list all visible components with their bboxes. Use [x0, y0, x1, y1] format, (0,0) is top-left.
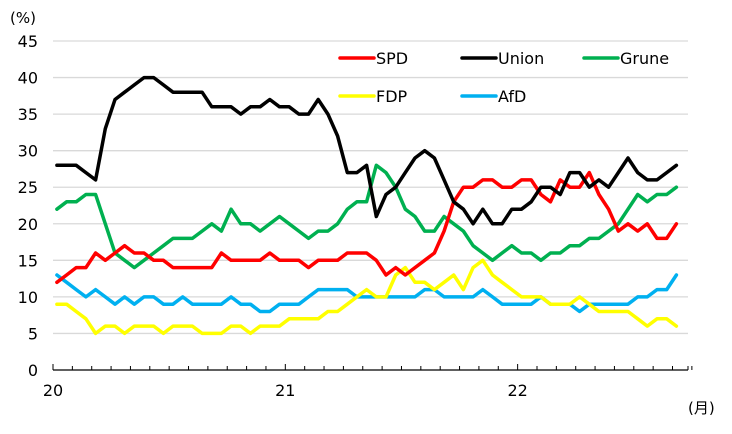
y-tick-label: 25: [18, 178, 38, 197]
y-tick-label: 35: [18, 105, 38, 124]
legend-label: SPD: [376, 49, 408, 68]
series-line-spd: [55, 170, 679, 285]
series-line-union: [55, 75, 679, 226]
y-tick-label: 20: [18, 215, 38, 234]
x-axis-unit-label: (月): [688, 399, 715, 417]
y-tick-label: 15: [18, 251, 38, 270]
legend: SPD Union Grune FDP AfD: [338, 49, 669, 106]
series-line-fdp: [55, 258, 679, 336]
x-tick-label: 22: [507, 381, 527, 400]
legend-label: AfD: [498, 87, 526, 106]
y-axis: 0 5 10 15 20 25 30 35 40 45: [18, 32, 38, 380]
series-line-afd: [55, 273, 679, 314]
legend-item-fdp: FDP: [338, 87, 408, 106]
y-tick-label: 30: [18, 142, 38, 161]
legend-label: Union: [498, 49, 544, 68]
x-tick-label: 20: [43, 381, 63, 400]
y-tick-label: 45: [18, 32, 38, 51]
y-tick-label: 40: [18, 69, 38, 88]
legend-label: Grune: [620, 49, 669, 68]
x-axis: 20 21 22: [43, 364, 693, 400]
y-tick-label: 10: [18, 288, 38, 307]
y-tick-label: 0: [28, 361, 38, 380]
legend-label: FDP: [376, 87, 408, 106]
x-tick-label: 21: [275, 381, 295, 400]
y-axis-unit-label: (%): [10, 9, 36, 27]
legend-item-spd: SPD: [338, 49, 408, 68]
series-line-grune: [55, 163, 679, 270]
legend-item-grune: Grune: [582, 49, 669, 68]
legend-item-union: Union: [460, 49, 544, 68]
legend-item-afd: AfD: [460, 87, 526, 106]
series-lines: [55, 75, 679, 336]
y-tick-label: 5: [28, 324, 38, 343]
